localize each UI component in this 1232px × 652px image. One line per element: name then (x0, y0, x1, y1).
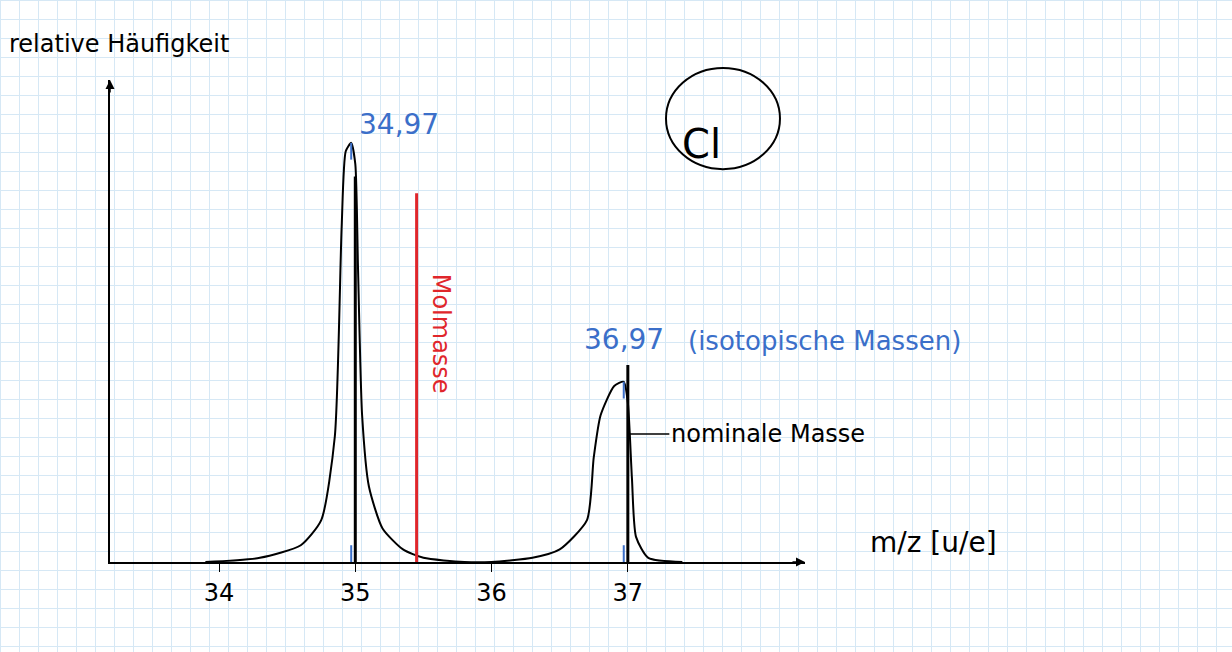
svg-text:Cl: Cl (682, 121, 721, 167)
svg-text:relative Häufigkeit: relative Häufigkeit (9, 30, 229, 58)
svg-text:m/z [u/e]: m/z [u/e] (870, 526, 997, 559)
svg-text:34,97: 34,97 (359, 108, 439, 141)
svg-text:(isotopische Massen): (isotopische Massen) (688, 326, 961, 356)
svg-text:36,97: 36,97 (584, 323, 664, 356)
svg-text:Molmasse: Molmasse (427, 274, 455, 394)
svg-text:nominale Masse: nominale Masse (671, 420, 865, 448)
svg-text:36: 36 (476, 579, 507, 607)
svg-text:34: 34 (204, 579, 235, 607)
svg-text:37: 37 (613, 579, 644, 607)
svg-text:35: 35 (340, 579, 371, 607)
